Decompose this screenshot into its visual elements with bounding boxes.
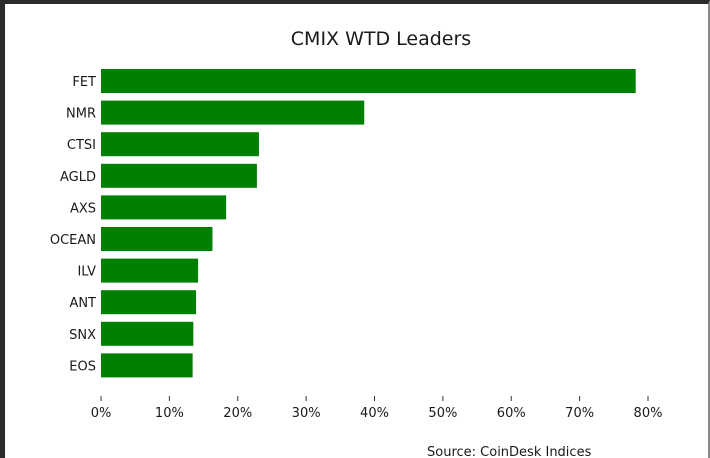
bars-group (101, 69, 636, 378)
bar-eos (101, 353, 193, 378)
bar-ocean (101, 227, 213, 251)
x-tick-label: 60% (497, 406, 526, 421)
bar-ant (101, 290, 197, 315)
x-ticks (100, 396, 649, 401)
y-tick-label-snx: SNX (69, 328, 96, 343)
bar-ctsi (101, 132, 259, 157)
y-tick-label-axs: AXS (70, 201, 96, 216)
x-tick-label: 30% (292, 406, 321, 421)
bar-axs (101, 195, 227, 220)
x-tick-label: 80% (634, 406, 663, 421)
x-tick-label: 70% (565, 406, 594, 421)
y-tick-label-ctsi: CTSI (67, 138, 96, 153)
y-tick-labels: FET NMR CTSI AGLD AXS OCEAN ILV ANT SNX EOS (50, 75, 96, 374)
y-tick-label-agld: AGLD (60, 170, 96, 185)
y-tick-label-ocean: OCEAN (50, 233, 96, 248)
bar-snx (101, 321, 194, 346)
bar-agld (101, 163, 257, 188)
bar-fet (101, 69, 636, 93)
x-tick-label: 40% (360, 406, 389, 421)
y-tick-label-ant: ANT (69, 296, 96, 311)
x-tick-labels: 0% 10% 20% 30% 40% 50% 60% 70% 80% (91, 406, 663, 421)
x-tick-label: 20% (223, 406, 252, 421)
chart-title: CMIX WTD Leaders (291, 28, 471, 50)
y-tick-label-eos: EOS (69, 359, 96, 374)
y-tick-label-nmr: NMR (66, 107, 96, 122)
x-tick-label: 0% (91, 406, 112, 421)
bar-chart: CMIX WTD Leaders FET NMR CTSI AGLD AXS OCEAN I… (50, 28, 663, 458)
bar-ilv (101, 258, 199, 283)
x-tick-label: 50% (428, 406, 457, 421)
x-tick-label: 10% (155, 406, 184, 421)
y-tick-label-ilv: ILV (77, 265, 96, 280)
y-tick-label-fet: FET (72, 75, 96, 90)
source-note: Source: CoinDesk Indices (427, 445, 592, 458)
bar-nmr (101, 100, 365, 125)
